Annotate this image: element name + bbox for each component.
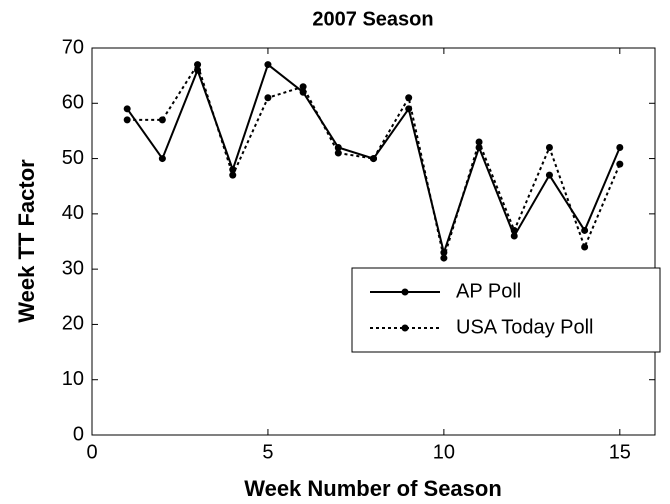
chart-title: 2007 Season [312, 8, 433, 30]
y-tick-label: 30 [62, 257, 84, 279]
y-tick-label: 20 [62, 313, 84, 335]
data-point [545, 171, 553, 179]
data-point [616, 160, 624, 168]
y-tick-label: 60 [62, 92, 84, 114]
y-tick-label: 50 [62, 147, 84, 169]
data-point [370, 155, 377, 163]
data-point [123, 116, 131, 124]
data-point [440, 254, 448, 262]
x-tick-label: 0 [86, 441, 97, 463]
data-point [158, 155, 166, 163]
data-point [510, 226, 518, 234]
legend-box [351, 267, 661, 353]
legend-marker [401, 324, 409, 332]
data-point [264, 94, 272, 102]
data-point [616, 144, 624, 152]
data-point [510, 232, 518, 240]
y-tick-label: 70 [62, 36, 84, 58]
y-tick-label: 10 [62, 368, 84, 390]
data-point [158, 116, 166, 124]
y-tick-label: 0 [73, 423, 84, 445]
data-point [405, 94, 413, 102]
data-point [299, 83, 307, 91]
data-point [475, 138, 483, 146]
y-axis-label: Week TT Factor [14, 159, 39, 323]
series-line [127, 62, 621, 263]
data-point [229, 171, 237, 179]
data-point [581, 226, 589, 234]
legend-marker [401, 288, 409, 296]
x-tick-label: 15 [609, 441, 631, 463]
x-axis-label: Week Number of Season [244, 476, 502, 501]
data-point [123, 105, 131, 113]
y-tick-label: 40 [62, 202, 84, 224]
data-point [581, 243, 589, 251]
plot-frame [91, 47, 656, 436]
data-point [545, 144, 553, 152]
x-tick-label: 5 [262, 441, 273, 463]
data-point [194, 61, 202, 69]
legend-label: AP Poll [456, 280, 521, 302]
data-point [334, 149, 342, 157]
legend-label: USA Today Poll [456, 316, 594, 338]
x-tick-label: 10 [433, 441, 455, 463]
data-point [264, 61, 272, 69]
